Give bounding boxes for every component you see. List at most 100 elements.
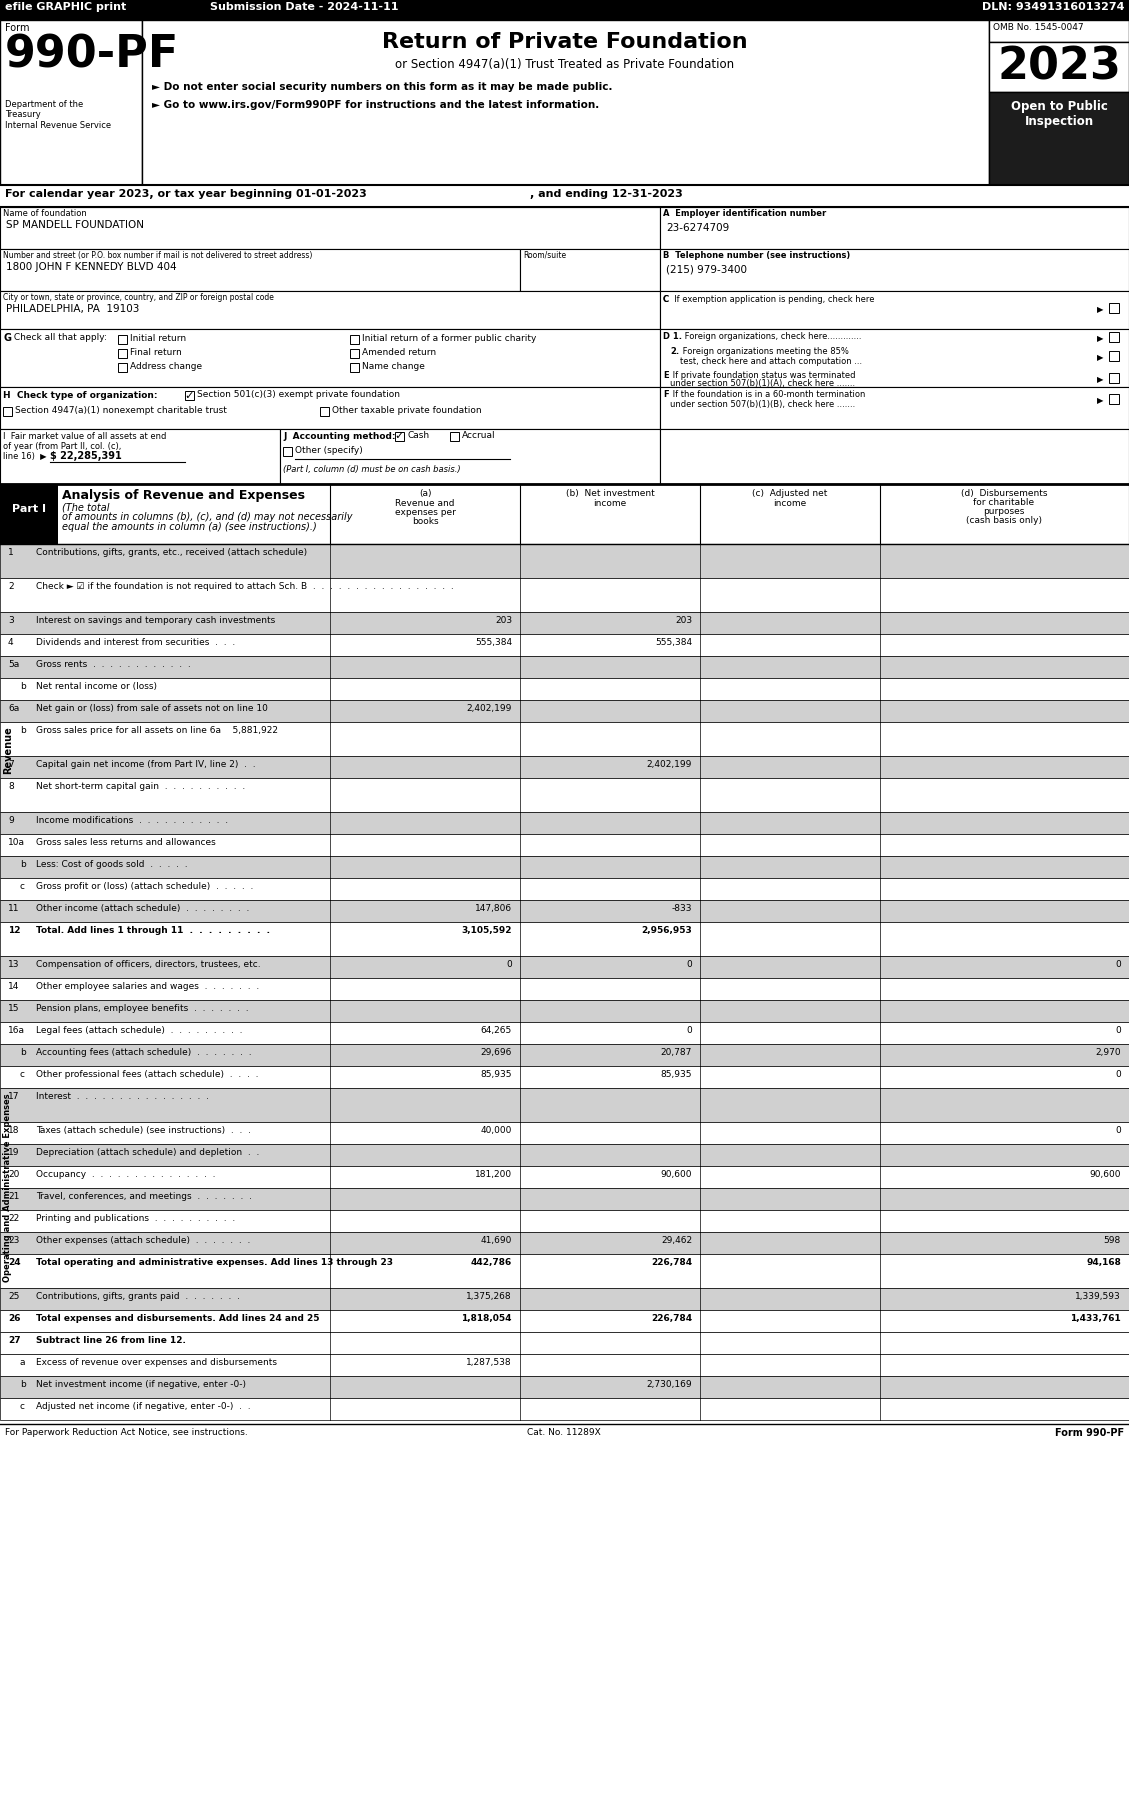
Text: 7: 7 xyxy=(8,761,14,770)
Bar xyxy=(0,1045,1129,1066)
Bar xyxy=(0,656,1129,678)
Text: Total. Add lines 1 through 11  .  .  .  .  .  .  .  .  .: Total. Add lines 1 through 11 . . . . . … xyxy=(36,926,270,935)
Text: 25: 25 xyxy=(8,1293,19,1302)
Text: ✓: ✓ xyxy=(185,390,194,401)
Text: Adjusted net income (if negative, enter -0-)  .  .: Adjusted net income (if negative, enter … xyxy=(36,1402,251,1411)
Text: of year (from Part II, col. (c),: of year (from Part II, col. (c), xyxy=(3,442,122,451)
Text: DLN: 93491316013274: DLN: 93491316013274 xyxy=(981,2,1124,13)
Bar xyxy=(0,1088,1129,1122)
Bar xyxy=(660,291,1129,329)
Bar xyxy=(185,390,194,399)
Bar xyxy=(0,484,58,545)
Text: 21: 21 xyxy=(8,1192,19,1201)
Bar xyxy=(0,856,1129,877)
Text: Other (specify): Other (specify) xyxy=(295,446,362,455)
Text: 2: 2 xyxy=(8,583,14,592)
Text: Interest  .  .  .  .  .  .  .  .  .  .  .  .  .  .  .  .: Interest . . . . . . . . . . . . . . . . xyxy=(36,1091,209,1100)
Text: (cash basis only): (cash basis only) xyxy=(966,516,1042,525)
Text: efile GRAPHIC print: efile GRAPHIC print xyxy=(5,2,126,13)
Text: If the foundation is in a 60-month termination: If the foundation is in a 60-month termi… xyxy=(669,390,865,399)
Bar xyxy=(0,1144,1129,1165)
Text: Occupancy  .  .  .  .  .  .  .  .  .  .  .  .  .  .  .: Occupancy . . . . . . . . . . . . . . . xyxy=(36,1170,216,1179)
Text: Other taxable private foundation: Other taxable private foundation xyxy=(332,406,482,415)
Text: Interest on savings and temporary cash investments: Interest on savings and temporary cash i… xyxy=(36,617,275,626)
Bar xyxy=(660,430,1129,484)
Bar xyxy=(0,678,1129,699)
Text: c: c xyxy=(20,1070,25,1079)
Text: Revenue and: Revenue and xyxy=(395,500,455,509)
Text: b: b xyxy=(20,1381,26,1390)
Text: 1,375,268: 1,375,268 xyxy=(466,1293,511,1302)
Text: line 16)  ▶: line 16) ▶ xyxy=(3,451,46,460)
Text: 203: 203 xyxy=(495,617,511,626)
Text: b: b xyxy=(20,681,26,690)
Bar xyxy=(0,291,660,329)
Bar xyxy=(0,1354,1129,1375)
Text: A  Employer identification number: A Employer identification number xyxy=(663,209,826,218)
Bar xyxy=(119,349,126,358)
Text: Total operating and administrative expenses. Add lines 13 through 23: Total operating and administrative expen… xyxy=(36,1259,393,1268)
Text: Part I: Part I xyxy=(12,503,46,514)
Text: Gross sales less returns and allowances: Gross sales less returns and allowances xyxy=(36,838,216,847)
Bar xyxy=(0,813,1129,834)
Text: Dividends and interest from securities  .  .  .: Dividends and interest from securities .… xyxy=(36,638,235,647)
Text: ✓: ✓ xyxy=(395,432,404,442)
Bar xyxy=(0,1122,1129,1144)
Text: 14: 14 xyxy=(8,982,19,991)
Text: under section 507(b)(1)(B), check here .......: under section 507(b)(1)(B), check here .… xyxy=(669,399,856,408)
Text: ► Go to www.irs.gov/Form990PF for instructions and the latest information.: ► Go to www.irs.gov/Form990PF for instru… xyxy=(152,101,599,110)
Text: Operating and Administrative Expenses: Operating and Administrative Expenses xyxy=(3,1093,12,1282)
Text: 23: 23 xyxy=(8,1235,19,1244)
Text: Foreign organizations, check here.............: Foreign organizations, check here.......… xyxy=(682,333,861,342)
Text: Check ► ☑ if the foundation is not required to attach Sch. B  .  .  .  .  .  .  : Check ► ☑ if the foundation is not requi… xyxy=(36,583,454,592)
Bar xyxy=(3,406,12,415)
Text: 0: 0 xyxy=(1115,1126,1121,1135)
Text: (c)  Adjusted net: (c) Adjusted net xyxy=(752,489,828,498)
Text: 0: 0 xyxy=(686,960,692,969)
Bar xyxy=(660,387,1129,430)
Text: Net gain or (loss) from sale of assets not on line 10: Net gain or (loss) from sale of assets n… xyxy=(36,705,268,714)
Text: Analysis of Revenue and Expenses: Analysis of Revenue and Expenses xyxy=(62,489,305,502)
Bar xyxy=(0,20,142,185)
Text: D 1.: D 1. xyxy=(663,333,682,342)
Text: Depreciation (attach schedule) and depletion  .  .: Depreciation (attach schedule) and deple… xyxy=(36,1147,260,1156)
Text: 94,168: 94,168 xyxy=(1086,1259,1121,1268)
Bar xyxy=(0,207,660,248)
Text: 41,690: 41,690 xyxy=(481,1235,511,1244)
Text: 29,696: 29,696 xyxy=(481,1048,511,1057)
Text: Contributions, gifts, grants, etc., received (attach schedule): Contributions, gifts, grants, etc., rece… xyxy=(36,548,307,557)
Text: c: c xyxy=(20,1402,25,1411)
Text: 20: 20 xyxy=(8,1170,19,1179)
Text: C: C xyxy=(663,295,669,304)
Bar xyxy=(350,349,359,358)
Text: If private foundation status was terminated: If private foundation status was termina… xyxy=(669,370,856,379)
Text: For calendar year 2023, or tax year beginning 01-01-2023: For calendar year 2023, or tax year begi… xyxy=(5,189,367,200)
Bar xyxy=(280,430,660,484)
Text: 4: 4 xyxy=(8,638,14,647)
Bar xyxy=(1109,351,1119,361)
Text: 24: 24 xyxy=(8,1259,20,1268)
Text: H  Check type of organization:: H Check type of organization: xyxy=(3,390,158,399)
Text: Cash: Cash xyxy=(406,432,429,441)
Text: Pension plans, employee benefits  .  .  .  .  .  .  .: Pension plans, employee benefits . . . .… xyxy=(36,1003,248,1012)
Text: 12: 12 xyxy=(8,926,20,935)
Bar xyxy=(0,248,520,291)
Text: 2,402,199: 2,402,199 xyxy=(466,705,511,714)
Bar xyxy=(119,363,126,372)
Text: Department of the
Treasury
Internal Revenue Service: Department of the Treasury Internal Reve… xyxy=(5,101,111,129)
Text: 0: 0 xyxy=(1115,1027,1121,1036)
Bar xyxy=(0,699,1129,723)
Bar xyxy=(0,1399,1129,1420)
Text: Final return: Final return xyxy=(130,349,182,358)
Text: 19: 19 xyxy=(8,1147,19,1156)
Text: b: b xyxy=(20,1048,26,1057)
Text: 85,935: 85,935 xyxy=(481,1070,511,1079)
Text: Gross profit or (loss) (attach schedule)  .  .  .  .  .: Gross profit or (loss) (attach schedule)… xyxy=(36,883,253,892)
Text: income: income xyxy=(773,500,806,509)
Text: Name of foundation: Name of foundation xyxy=(3,209,87,218)
Text: 147,806: 147,806 xyxy=(475,904,511,913)
Text: 2,402,199: 2,402,199 xyxy=(647,761,692,770)
Text: Cat. No. 11289X: Cat. No. 11289X xyxy=(527,1428,601,1437)
Text: 203: 203 xyxy=(675,617,692,626)
Text: b: b xyxy=(20,726,26,735)
